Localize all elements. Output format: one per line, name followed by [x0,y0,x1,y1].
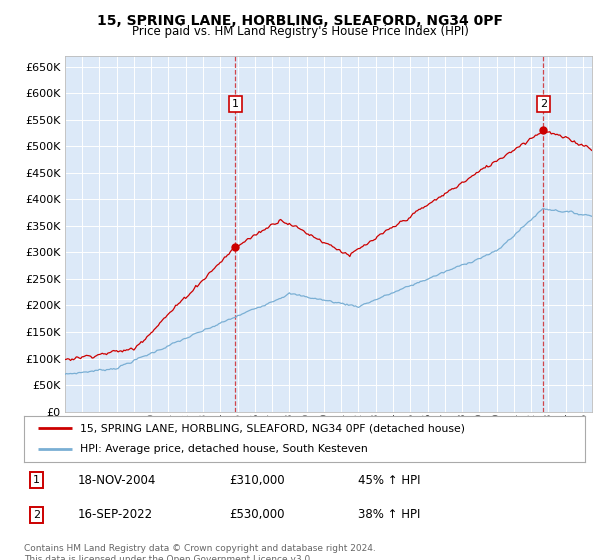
Text: 15, SPRING LANE, HORBLING, SLEAFORD, NG34 0PF: 15, SPRING LANE, HORBLING, SLEAFORD, NG3… [97,14,503,28]
Text: 1: 1 [33,475,40,486]
Text: 2: 2 [33,510,40,520]
Text: Contains HM Land Registry data © Crown copyright and database right 2024.
This d: Contains HM Land Registry data © Crown c… [24,544,376,560]
Text: 18-NOV-2004: 18-NOV-2004 [77,474,155,487]
Text: 2: 2 [540,99,547,109]
Text: 16-SEP-2022: 16-SEP-2022 [77,508,152,521]
Text: HPI: Average price, detached house, South Kesteven: HPI: Average price, detached house, Sout… [80,445,368,455]
Text: 1: 1 [232,99,239,109]
Text: 15, SPRING LANE, HORBLING, SLEAFORD, NG34 0PF (detached house): 15, SPRING LANE, HORBLING, SLEAFORD, NG3… [80,423,465,433]
Text: 38% ↑ HPI: 38% ↑ HPI [358,508,420,521]
Text: £530,000: £530,000 [229,508,284,521]
Text: Price paid vs. HM Land Registry's House Price Index (HPI): Price paid vs. HM Land Registry's House … [131,25,469,38]
Text: £310,000: £310,000 [229,474,284,487]
Text: 45% ↑ HPI: 45% ↑ HPI [358,474,420,487]
